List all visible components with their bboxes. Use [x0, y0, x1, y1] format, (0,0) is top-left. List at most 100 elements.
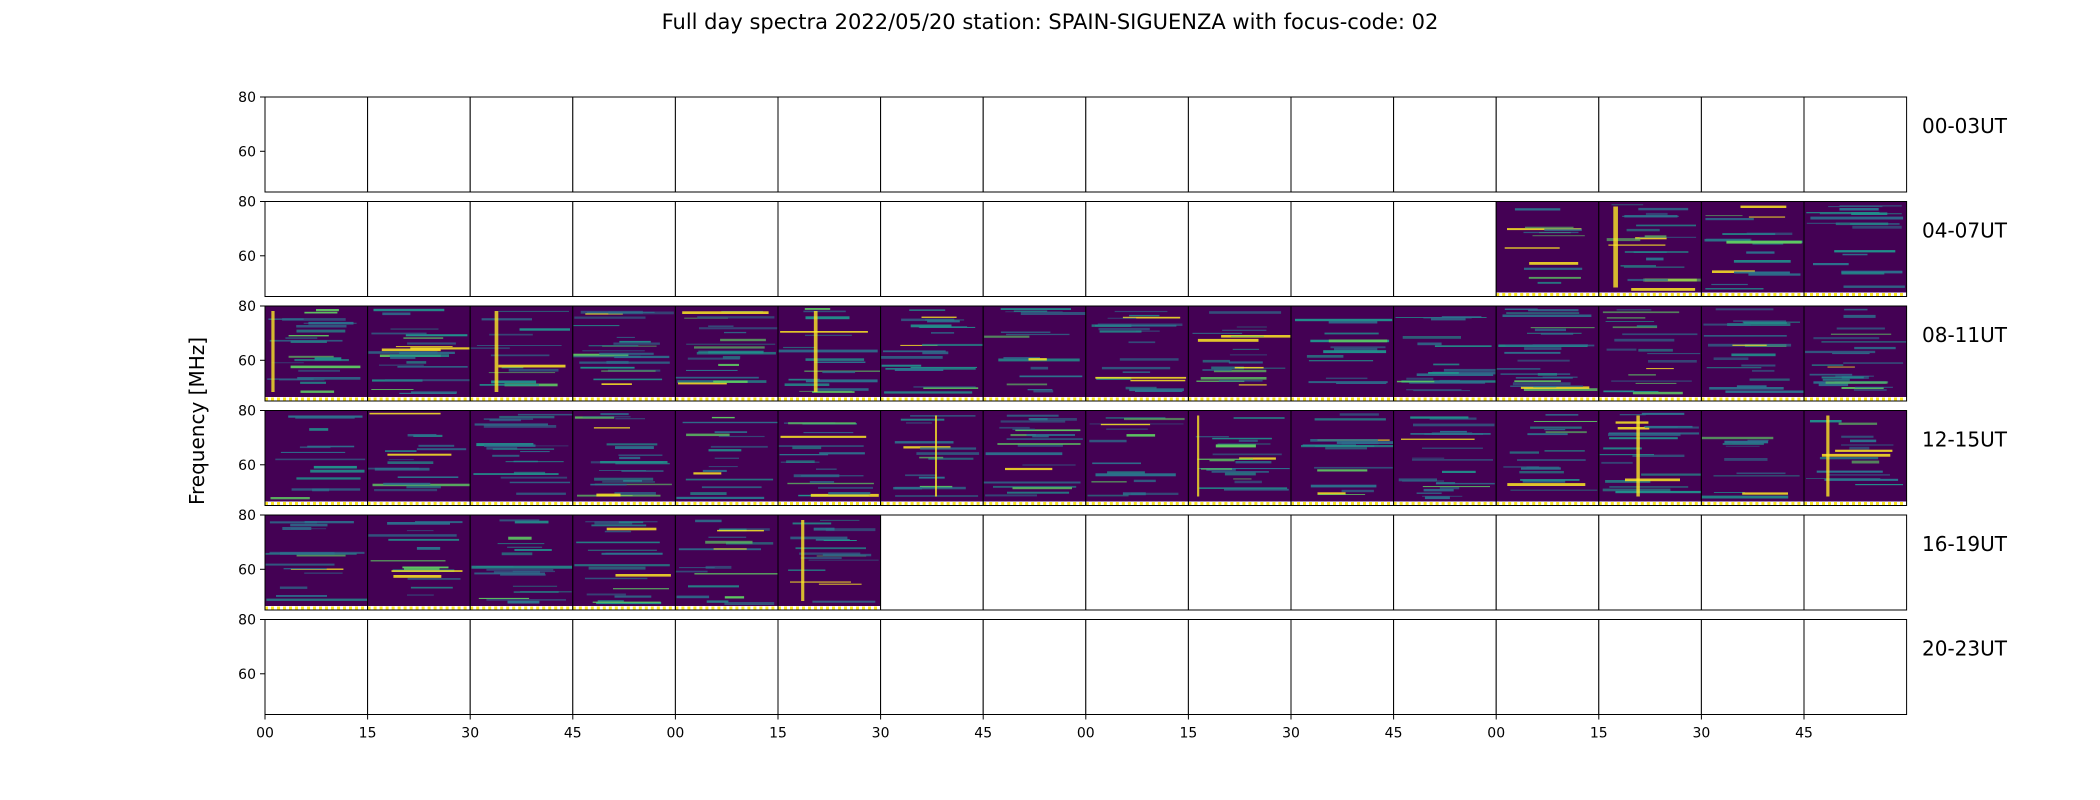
spectrum-panel	[1700, 410, 1805, 506]
spectral-band	[1013, 310, 1048, 312]
spectral-band	[922, 351, 949, 355]
spectral-band	[1314, 418, 1386, 421]
spectral-band	[1317, 492, 1346, 495]
spectral-band	[1192, 332, 1243, 334]
spectral-band	[1724, 458, 1768, 461]
spectral-band	[592, 601, 661, 603]
spectral-band	[597, 600, 624, 603]
spectral-band	[481, 318, 532, 321]
spectral-band	[816, 468, 837, 470]
spectral-band	[818, 583, 862, 585]
spectral-band	[919, 326, 976, 328]
spectral-band	[1706, 238, 1752, 242]
spectral-band	[290, 340, 327, 343]
spectral-band	[1619, 414, 1646, 416]
spectral-band	[1317, 469, 1368, 472]
spectral-band	[1507, 228, 1582, 231]
spectral-band	[573, 325, 620, 327]
spectral-band	[693, 472, 722, 475]
spectral-band	[1129, 388, 1184, 392]
panel-background	[1496, 515, 1599, 610]
spectral-band	[686, 369, 738, 371]
spectral-band	[1314, 466, 1393, 469]
empty-panel	[1700, 514, 1805, 611]
panel-background	[470, 201, 573, 297]
spectral-band	[410, 586, 453, 589]
spectral-band	[505, 461, 564, 463]
spectral-band	[1722, 443, 1764, 445]
x-tick-label: 15	[769, 726, 787, 742]
y-tick-label: 60	[238, 144, 256, 160]
spectral-band	[1238, 439, 1258, 442]
empty-panel	[572, 619, 676, 715]
y-tick-label: 80	[238, 90, 256, 106]
spectral-band	[927, 320, 960, 323]
spectral-band	[910, 324, 952, 328]
empty-panel	[1290, 96, 1395, 193]
spectral-band	[407, 342, 456, 345]
spectral-band	[1821, 453, 1891, 457]
spectral-band	[388, 538, 460, 541]
panel-background	[1085, 97, 1189, 192]
spectrum-panel	[1495, 201, 1600, 297]
spectrum-panel	[1393, 305, 1497, 402]
spectral-band	[1843, 362, 1904, 364]
empty-panel	[982, 514, 1087, 611]
spectral-band	[1545, 414, 1579, 416]
spectral-band	[1228, 361, 1263, 364]
spectral-band	[1647, 353, 1701, 355]
spectrum-panel	[1598, 410, 1702, 506]
spectral-band	[1130, 492, 1179, 495]
spectral-band	[1423, 488, 1454, 492]
empty-panel	[1598, 514, 1702, 611]
spectral-band	[489, 419, 521, 422]
spectral-band	[708, 325, 734, 327]
empty-panel	[1393, 514, 1497, 611]
spectral-band	[780, 435, 867, 438]
spectral-band	[1838, 422, 1878, 425]
spectral-band	[1087, 494, 1129, 497]
spectral-band	[1835, 222, 1889, 226]
spectral-band	[512, 585, 558, 587]
spectral-band	[809, 481, 835, 484]
spectral-band	[786, 460, 815, 463]
panel-background	[983, 619, 1086, 715]
spectrum-panel	[1700, 305, 1805, 402]
panel-background	[880, 515, 984, 610]
spectral-band	[1616, 309, 1652, 311]
spectral-band	[600, 461, 668, 464]
spectral-band	[1413, 390, 1471, 392]
spectral-band	[1534, 328, 1566, 332]
spectral-band	[1605, 480, 1651, 483]
spectral-band	[711, 416, 735, 419]
spectral-band	[1701, 495, 1789, 499]
y-tick-label: 60	[238, 353, 256, 369]
spectral-band	[368, 351, 438, 354]
panel-background	[1188, 619, 1291, 715]
spectrum-heatmap	[265, 515, 368, 606]
spectral-band	[1843, 285, 1905, 288]
spectral-band	[1742, 492, 1788, 495]
panel-background	[1188, 515, 1291, 610]
spectral-band	[1648, 360, 1697, 363]
panel-background	[1804, 619, 1907, 715]
spectrum-panel	[264, 410, 369, 506]
spectral-band	[805, 334, 852, 336]
spectral-band	[1416, 492, 1442, 494]
spectral-band	[290, 523, 328, 527]
spectral-band	[1854, 386, 1893, 388]
spectral-band	[1530, 327, 1595, 329]
spectral-band	[1705, 288, 1764, 290]
empty-panel	[1290, 514, 1395, 611]
spectral-band	[1824, 478, 1899, 481]
spectral-band	[928, 457, 974, 460]
panel-background	[1393, 515, 1497, 610]
spectral-band	[300, 381, 326, 384]
spectrum-heatmap	[1085, 410, 1189, 502]
spectrum-panel	[1803, 201, 1908, 297]
panel-background	[880, 201, 984, 297]
x-tick-label: 30	[1282, 726, 1300, 742]
spectral-band	[1709, 387, 1784, 390]
empty-panel	[1495, 514, 1600, 611]
spectral-band	[1635, 237, 1667, 240]
